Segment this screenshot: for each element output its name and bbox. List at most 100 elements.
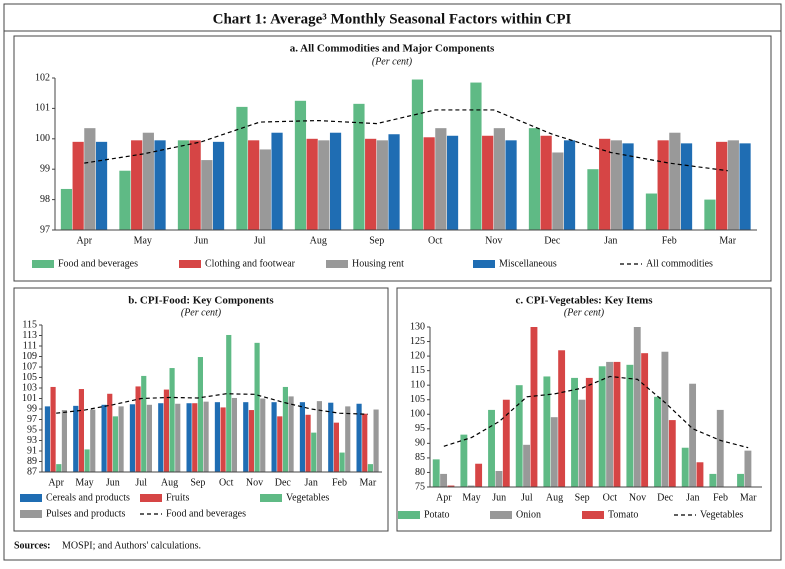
legend-label: Cereals and products bbox=[46, 492, 130, 503]
bar bbox=[158, 403, 164, 472]
legend-label: Vegetables bbox=[286, 492, 329, 503]
bar bbox=[626, 364, 634, 487]
bar bbox=[201, 160, 213, 230]
legend-label: Tomato bbox=[608, 509, 638, 520]
bar bbox=[696, 462, 704, 487]
bar bbox=[716, 141, 728, 230]
x-tick-label: Jan bbox=[686, 492, 699, 503]
legend-swatch bbox=[32, 260, 54, 268]
legend-swatch bbox=[398, 511, 420, 519]
bar bbox=[680, 143, 693, 230]
x-tick-label: Mar bbox=[740, 492, 757, 503]
x-tick-label: Jul bbox=[254, 235, 266, 246]
bar bbox=[446, 135, 459, 230]
x-tick-label: Dec bbox=[544, 235, 561, 246]
bar bbox=[177, 140, 190, 230]
bar bbox=[90, 409, 96, 472]
bar bbox=[470, 82, 482, 230]
legend-label: Onion bbox=[516, 509, 541, 520]
bar bbox=[367, 464, 373, 472]
bar bbox=[689, 383, 697, 487]
bar bbox=[550, 417, 558, 487]
bar bbox=[645, 193, 658, 230]
legend-label: Clothing and footwear bbox=[205, 258, 296, 269]
y-tick-label: 115 bbox=[22, 319, 37, 330]
bar bbox=[119, 170, 131, 230]
bar bbox=[356, 403, 362, 472]
bar bbox=[376, 140, 388, 230]
x-tick-label: Oct bbox=[219, 477, 234, 488]
bar bbox=[226, 334, 232, 472]
legend-label: Miscellaneous bbox=[499, 258, 557, 269]
y-tick-label: 90 bbox=[415, 438, 425, 449]
bar bbox=[107, 393, 113, 472]
bar bbox=[220, 407, 226, 472]
bar bbox=[259, 149, 271, 230]
x-tick-label: Sep bbox=[190, 477, 205, 488]
legend-swatch bbox=[473, 260, 495, 268]
bar bbox=[654, 396, 661, 487]
bar bbox=[353, 103, 365, 230]
figure-title: Chart 1: Average³ Monthly Seasonal Facto… bbox=[213, 11, 572, 27]
x-tick-label: Jan bbox=[604, 235, 617, 246]
bar bbox=[475, 463, 483, 487]
bar bbox=[84, 128, 96, 230]
bar bbox=[135, 386, 141, 472]
y-tick-label: 120 bbox=[410, 350, 425, 361]
bar bbox=[254, 342, 260, 472]
bar bbox=[146, 404, 152, 472]
y-tick-label: 95 bbox=[415, 423, 425, 434]
bar bbox=[373, 409, 379, 472]
y-tick-label: 101 bbox=[22, 393, 37, 404]
legend-label: Fruits bbox=[166, 492, 189, 503]
y-tick-label: 110 bbox=[410, 379, 425, 390]
bar bbox=[606, 361, 614, 487]
bar bbox=[523, 444, 531, 487]
bar bbox=[212, 141, 225, 230]
y-tick-label: 75 bbox=[415, 481, 425, 492]
x-tick-label: Aug bbox=[161, 477, 178, 488]
source-label: Sources: bbox=[14, 540, 50, 551]
y-tick-label: 125 bbox=[410, 336, 425, 347]
line-series bbox=[443, 375, 749, 449]
x-tick-label: May bbox=[134, 235, 152, 246]
bar bbox=[339, 452, 345, 472]
bar bbox=[60, 188, 73, 230]
bar bbox=[610, 140, 622, 230]
legend-label: Food and beverages bbox=[166, 508, 246, 519]
y-tick-label: 99 bbox=[27, 403, 37, 414]
x-tick-label: Jan bbox=[304, 477, 317, 488]
bar bbox=[440, 473, 448, 487]
x-tick-label: Dec bbox=[657, 492, 674, 503]
x-tick-label: May bbox=[462, 492, 480, 503]
y-tick-label: 105 bbox=[22, 372, 37, 383]
bar bbox=[316, 401, 322, 472]
chart-title: c. CPI-Vegetables: Key Items bbox=[515, 295, 653, 307]
bar bbox=[657, 140, 669, 230]
bar bbox=[530, 327, 538, 487]
bar bbox=[118, 406, 124, 472]
chart-subtitle: (Per cent) bbox=[564, 307, 605, 318]
bar bbox=[737, 473, 744, 487]
x-tick-label: Oct bbox=[603, 492, 618, 503]
bar bbox=[515, 385, 523, 487]
bar bbox=[543, 376, 551, 487]
y-tick-label: 97 bbox=[40, 224, 50, 235]
bar bbox=[101, 404, 107, 472]
bar bbox=[704, 199, 716, 230]
bar bbox=[61, 410, 67, 472]
legend-swatch bbox=[490, 511, 512, 519]
legend-label: Housing rent bbox=[352, 258, 404, 269]
panel-a bbox=[13, 35, 772, 282]
bar bbox=[186, 403, 192, 472]
bar bbox=[288, 396, 294, 472]
y-tick-label: 93 bbox=[27, 435, 37, 446]
bar bbox=[661, 351, 669, 487]
bar bbox=[311, 432, 317, 472]
bar bbox=[260, 398, 266, 472]
bar bbox=[271, 402, 277, 472]
y-tick-label: 105 bbox=[410, 394, 425, 405]
x-tick-label: Aug bbox=[546, 492, 563, 503]
legend-swatch bbox=[20, 510, 42, 518]
